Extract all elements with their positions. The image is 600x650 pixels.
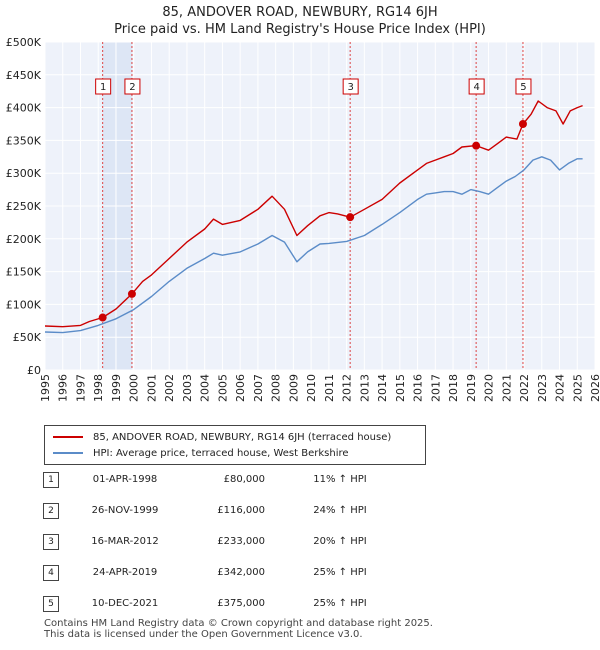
chart-title: 85, ANDOVER ROAD, NEWBURY, RG14 6JH [162, 5, 438, 20]
sale-date: 26-NOV-1999 [91, 505, 159, 516]
sale-number: 3 [43, 534, 59, 550]
sale-marker-box [124, 78, 141, 95]
x-tick-label: 2006 [234, 374, 247, 402]
sale-date: 01-APR-1998 [92, 474, 158, 485]
sale-row: 1 01-APR-1998 £80,000 11% ↑ HPI [0, 470, 600, 490]
x-tick-label: 2004 [199, 374, 212, 402]
sale-price: £116,000 [217, 505, 265, 516]
x-tick-label: 2018 [447, 374, 460, 402]
sale-price: £233,000 [217, 536, 265, 547]
sale-row: 3 16-MAR-2012 £233,000 20% ↑ HPI [0, 532, 600, 552]
x-tick-label: 2023 [536, 374, 549, 402]
sale-hpi: 20% ↑ HPI [313, 536, 367, 547]
sale-marker-label: 5 [520, 82, 526, 93]
x-tick-label: 2017 [429, 374, 442, 402]
y-tick-label: £250K [6, 200, 42, 213]
x-tick-label: 2019 [465, 374, 478, 402]
sale-number: 5 [43, 596, 59, 612]
y-tick-label: £300K [6, 167, 42, 180]
footer-copyright: Contains HM Land Registry data © Crown c… [44, 618, 433, 629]
sale-marker-box [95, 78, 112, 95]
legend-price-swatch [53, 436, 83, 438]
x-tick-label: 2003 [181, 374, 194, 402]
sale-row: 2 26-NOV-1999 £116,000 24% ↑ HPI [0, 501, 600, 521]
sale-marker-label: 1 [100, 82, 106, 93]
x-tick-label: 2009 [287, 374, 300, 402]
sale-row: 5 10-DEC-2021 £375,000 25% ↑ HPI [0, 594, 600, 614]
y-tick-label: £500K [6, 36, 42, 49]
x-tick-label: 2021 [500, 374, 513, 402]
sale-number: 4 [43, 565, 59, 581]
y-tick-label: £450K [6, 69, 42, 82]
sale-point [346, 213, 355, 222]
x-tick-label: 1999 [110, 374, 123, 402]
sale-hpi: 11% ↑ HPI [313, 474, 367, 485]
x-tick-label: 2013 [358, 374, 371, 402]
x-tick-label: 2016 [412, 374, 425, 402]
y-tick-label: £50K [13, 331, 42, 344]
y-tick-label: £0 [27, 364, 41, 377]
sale-hpi: 25% ↑ HPI [313, 567, 367, 578]
hpi-line [44, 156, 583, 334]
x-tick-label: 2005 [216, 374, 229, 402]
sale-marker-label: 3 [347, 82, 353, 93]
legend-hpi-swatch [53, 452, 83, 454]
sale-point [98, 313, 107, 322]
sale-hpi: 24% ↑ HPI [313, 505, 367, 516]
x-tick-label: 2022 [518, 374, 531, 402]
sale-price: £375,000 [217, 598, 265, 609]
y-tick-label: £350K [6, 134, 42, 147]
sale-row: 4 24-APR-2019 £342,000 25% ↑ HPI [0, 563, 600, 583]
y-tick-label: £400K [6, 102, 42, 115]
sale-date: 24-APR-2019 [92, 567, 158, 578]
footer-licence: This data is licensed under the Open Gov… [44, 629, 363, 640]
x-tick-label: 1997 [74, 374, 87, 402]
sale-point [472, 141, 481, 150]
legend-hpi: HPI: Average price, terraced house, West… [53, 446, 349, 460]
x-tick-label: 2020 [483, 374, 496, 402]
x-tick-label: 1995 [39, 374, 52, 402]
sale-marker-box [342, 78, 359, 95]
y-tick-label: £100K [6, 298, 42, 311]
sale-marker-box [468, 78, 485, 95]
x-tick-label: 2025 [571, 374, 584, 402]
legend-hpi-label: HPI: Average price, terraced house, West… [93, 447, 349, 459]
x-tick-label: 2002 [163, 374, 176, 402]
x-tick-label: 2000 [128, 374, 141, 402]
x-tick-label: 2008 [270, 374, 283, 402]
legend-price: 85, ANDOVER ROAD, NEWBURY, RG14 6JH (ter… [53, 430, 391, 444]
chart-subtitle: Price paid vs. HM Land Registry's House … [114, 22, 486, 37]
x-tick-label: 2007 [252, 374, 265, 402]
x-tick-label: 2010 [305, 374, 318, 402]
x-tick-label: 2026 [589, 374, 600, 402]
sale-marker-box [515, 78, 532, 95]
x-tick-label: 2024 [554, 374, 567, 402]
sale-marker-label: 2 [129, 82, 135, 93]
sale-date: 16-MAR-2012 [91, 536, 159, 547]
sale-point [127, 289, 136, 298]
price-chart: £0 £50K £100K £150K £200K £250K £300K £350K £400… [6, 36, 600, 402]
x-tick-label: 1998 [92, 374, 105, 402]
sale-number: 1 [43, 472, 59, 488]
x-tick-label: 2011 [323, 374, 336, 402]
x-tick-label: 2015 [394, 374, 407, 402]
sale-price: £80,000 [223, 474, 265, 485]
x-tick-label: 1996 [57, 374, 70, 402]
chart-legend: 85, ANDOVER ROAD, NEWBURY, RG14 6JH (ter… [44, 425, 426, 465]
x-tick-label: 2001 [145, 374, 158, 402]
x-tick-label: 2014 [376, 374, 389, 402]
sale-hpi: 25% ↑ HPI [313, 598, 367, 609]
sale-marker-label: 4 [473, 82, 479, 93]
x-tick-label: 2012 [341, 374, 354, 402]
sale-price: £342,000 [217, 567, 265, 578]
y-tick-label: £150K [6, 266, 42, 279]
legend-price-label: 85, ANDOVER ROAD, NEWBURY, RG14 6JH (ter… [93, 431, 392, 443]
sale-date: 10-DEC-2021 [91, 598, 159, 609]
y-tick-label: £200K [6, 233, 42, 246]
sale-point [518, 120, 527, 128]
sale-number: 2 [43, 503, 59, 519]
